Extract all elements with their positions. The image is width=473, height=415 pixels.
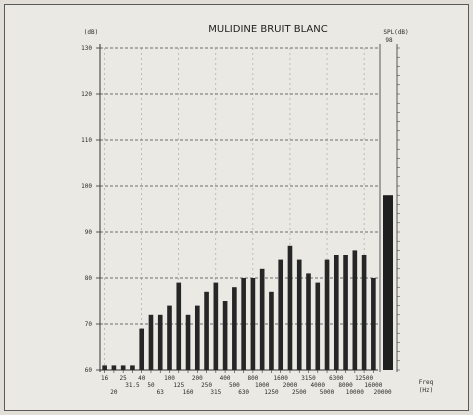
spl-bar: [383, 195, 393, 370]
x-tick-label: 31.5: [125, 382, 140, 389]
y-tick-label: 80: [85, 275, 93, 282]
bar: [269, 291, 274, 370]
bar: [120, 365, 126, 370]
x-tick-label: 250: [201, 382, 212, 389]
bar: [287, 245, 293, 370]
x-tick-label: 5000: [320, 389, 335, 396]
x-tick-label: 20: [110, 389, 118, 396]
spl-value-label: 98: [385, 37, 393, 44]
bar: [102, 365, 107, 370]
bar: [296, 259, 302, 370]
bar: [111, 365, 117, 370]
x-tick-label: 125: [173, 382, 184, 389]
x-tick-label: 100: [164, 375, 175, 382]
bar: [157, 314, 163, 370]
x-tick-label: 2000: [283, 382, 298, 389]
x-tick-label: 25: [120, 375, 128, 382]
bar: [232, 287, 237, 370]
y-tick-label: 130: [81, 45, 92, 52]
x-tick-label: 40: [138, 375, 146, 382]
y-axis-label: (dB): [84, 29, 98, 36]
x-axis-label: Freq: [419, 379, 434, 386]
x-tick-label: 63: [157, 389, 165, 396]
x-tick-label: 20000: [374, 389, 392, 396]
bar: [333, 255, 339, 370]
x-tick-label: 800: [247, 375, 258, 382]
y-tick-label: 100: [81, 183, 92, 190]
bar: [176, 282, 182, 370]
bar: [306, 273, 311, 370]
bar: [250, 278, 256, 370]
x-tick-label: 50: [147, 382, 155, 389]
x-axis-unit: (Hz): [419, 387, 433, 394]
y-tick-label: 60: [85, 367, 93, 374]
bar: [194, 305, 200, 370]
x-tick-label: 16000: [364, 382, 382, 389]
y-tick-label: 110: [81, 137, 92, 144]
x-tick-label: 4000: [311, 382, 326, 389]
x-tick-label: 3150: [301, 375, 316, 382]
x-tick-label: 315: [210, 389, 221, 396]
y-tick-label: 120: [81, 91, 92, 98]
x-tick-label: 12500: [355, 375, 373, 382]
bar: [324, 259, 330, 370]
bar: [148, 314, 154, 370]
x-tick-label: 630: [238, 389, 249, 396]
bar: [343, 255, 348, 370]
bar: [352, 250, 358, 370]
x-tick-label: 500: [229, 382, 240, 389]
bar: [222, 301, 228, 370]
x-tick-label: 200: [192, 375, 203, 382]
x-tick-label: 16: [101, 375, 109, 382]
y-tick-label: 70: [85, 321, 93, 328]
bar: [361, 255, 367, 370]
spl-axis-label: SPL(dB): [383, 29, 408, 36]
x-tick-label: 2500: [292, 389, 307, 396]
axis-ticks: 60 70 80 90 100 110 120 130 16 25 40 100 200 400 800 16…: [81, 45, 392, 396]
x-tick-label: 8000: [338, 382, 353, 389]
bar: [213, 282, 219, 370]
bar: [204, 291, 209, 370]
bar: [185, 314, 191, 370]
bar: [130, 365, 135, 370]
grid: [96, 44, 400, 373]
bar: [241, 278, 246, 370]
x-tick-label: 1000: [255, 382, 270, 389]
x-tick-label: 160: [183, 389, 194, 396]
x-tick-label: 10000: [346, 389, 364, 396]
chart-title: MULIDINE BRUIT BLANC: [208, 24, 327, 35]
x-tick-label: 400: [220, 375, 231, 382]
x-tick-label: 1250: [264, 389, 279, 396]
x-tick-label: 6300: [329, 375, 344, 382]
bar: [167, 305, 172, 370]
bar: [315, 282, 321, 370]
x-tick-label: 1600: [273, 375, 288, 382]
bar: [259, 268, 265, 370]
bar: [278, 259, 284, 370]
y-tick-label: 90: [85, 229, 93, 236]
bar: [139, 328, 145, 370]
bars: [102, 195, 393, 370]
bar: [371, 278, 376, 370]
